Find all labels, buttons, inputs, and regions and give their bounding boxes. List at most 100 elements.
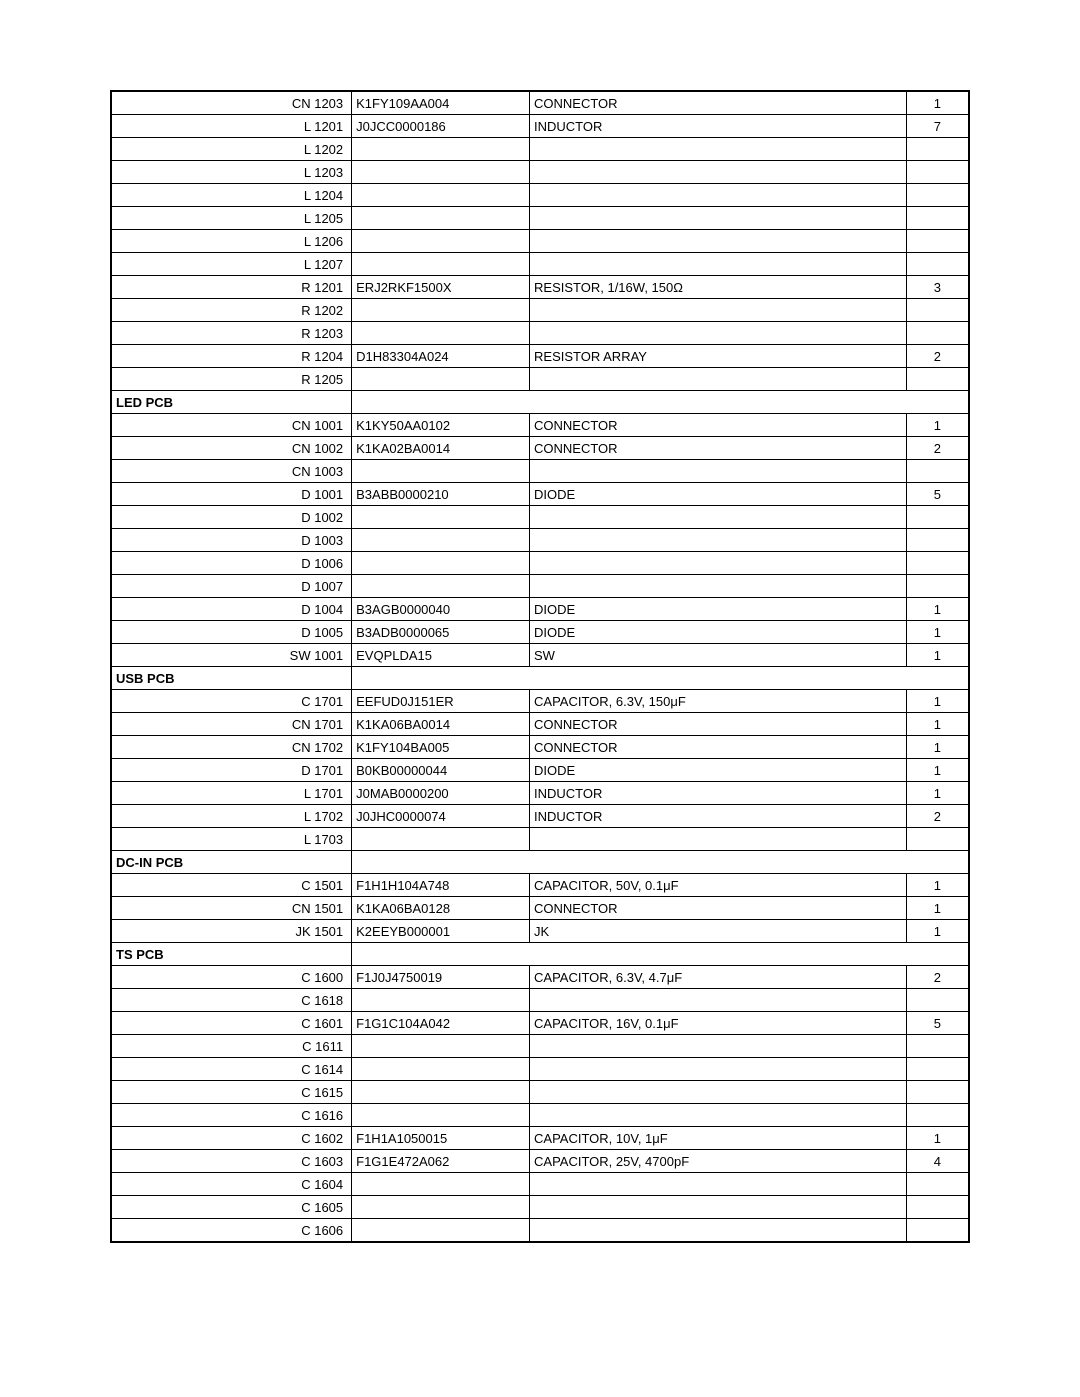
desc-cell (530, 184, 907, 207)
part-cell: ERJ2RKF1500X (352, 276, 530, 299)
qty-cell (906, 1058, 969, 1081)
section-spacer (352, 851, 969, 874)
ref-cell: D 1002 (111, 506, 352, 529)
desc-cell: DIODE (530, 621, 907, 644)
part-cell (352, 207, 530, 230)
desc-cell (530, 161, 907, 184)
part-cell (352, 552, 530, 575)
desc-cell (530, 1196, 907, 1219)
part-cell (352, 828, 530, 851)
table-row: D 1005B3ADB0000065DIODE1 (111, 621, 969, 644)
qty-cell: 7 (906, 115, 969, 138)
ref-cell: CN 1702 (111, 736, 352, 759)
section-spacer (352, 667, 969, 690)
qty-cell (906, 1219, 969, 1243)
desc-cell (530, 460, 907, 483)
table-row: L 1701J0MAB0000200INDUCTOR1 (111, 782, 969, 805)
table-row: R 1202 (111, 299, 969, 322)
desc-cell: RESISTOR, 1/16W, 150Ω (530, 276, 907, 299)
qty-cell (906, 138, 969, 161)
part-cell (352, 1196, 530, 1219)
desc-cell: SW (530, 644, 907, 667)
qty-cell: 2 (906, 345, 969, 368)
desc-cell (530, 552, 907, 575)
qty-cell: 3 (906, 276, 969, 299)
desc-cell (530, 828, 907, 851)
qty-cell (906, 207, 969, 230)
qty-cell (906, 529, 969, 552)
part-cell: D1H83304A024 (352, 345, 530, 368)
desc-cell: CONNECTOR (530, 736, 907, 759)
table-row: CN 1002K1KA02BA0014CONNECTOR2 (111, 437, 969, 460)
table-row: L 1207 (111, 253, 969, 276)
part-cell: K1KA06BA0128 (352, 897, 530, 920)
table-row: L 1204 (111, 184, 969, 207)
desc-cell (530, 253, 907, 276)
ref-cell: C 1618 (111, 989, 352, 1012)
ref-cell: C 1601 (111, 1012, 352, 1035)
ref-cell: C 1501 (111, 874, 352, 897)
ref-cell: CN 1701 (111, 713, 352, 736)
table-row: L 1702J0JHC0000074INDUCTOR2 (111, 805, 969, 828)
part-cell (352, 989, 530, 1012)
section-header: USB PCB (111, 667, 352, 690)
qty-cell: 1 (906, 736, 969, 759)
part-cell (352, 322, 530, 345)
desc-cell: DIODE (530, 483, 907, 506)
part-cell: K1KY50AA0102 (352, 414, 530, 437)
ref-cell: C 1604 (111, 1173, 352, 1196)
qty-cell: 1 (906, 91, 969, 115)
qty-cell: 1 (906, 598, 969, 621)
part-cell (352, 529, 530, 552)
desc-cell: DIODE (530, 598, 907, 621)
desc-cell (530, 1035, 907, 1058)
ref-cell: C 1605 (111, 1196, 352, 1219)
table-row: C 1501F1H1H104A748CAPACITOR, 50V, 0.1μF1 (111, 874, 969, 897)
part-cell: K1KA06BA0014 (352, 713, 530, 736)
part-cell (352, 1219, 530, 1243)
ref-cell: C 1615 (111, 1081, 352, 1104)
ref-cell: C 1611 (111, 1035, 352, 1058)
qty-cell (906, 828, 969, 851)
table-row: D 1004B3AGB0000040DIODE1 (111, 598, 969, 621)
table-row: R 1201ERJ2RKF1500XRESISTOR, 1/16W, 150Ω3 (111, 276, 969, 299)
desc-cell (530, 506, 907, 529)
qty-cell: 2 (906, 966, 969, 989)
part-cell: B3ABB0000210 (352, 483, 530, 506)
qty-cell: 1 (906, 874, 969, 897)
table-row: C 1603F1G1E472A062CAPACITOR, 25V, 4700pF… (111, 1150, 969, 1173)
part-cell: F1G1C104A042 (352, 1012, 530, 1035)
part-cell: K2EEYB000001 (352, 920, 530, 943)
qty-cell (906, 368, 969, 391)
table-row: C 1601F1G1C104A042CAPACITOR, 16V, 0.1μF5 (111, 1012, 969, 1035)
desc-cell: CONNECTOR (530, 713, 907, 736)
table-row: L 1203 (111, 161, 969, 184)
qty-cell (906, 506, 969, 529)
part-cell (352, 1173, 530, 1196)
table-row: CN 1003 (111, 460, 969, 483)
part-cell (352, 1035, 530, 1058)
part-cell (352, 230, 530, 253)
qty-cell: 4 (906, 1150, 969, 1173)
part-cell (352, 161, 530, 184)
ref-cell: L 1206 (111, 230, 352, 253)
ref-cell: L 1202 (111, 138, 352, 161)
desc-cell: CONNECTOR (530, 91, 907, 115)
desc-cell (530, 1104, 907, 1127)
qty-cell (906, 299, 969, 322)
part-cell: F1H1H104A748 (352, 874, 530, 897)
qty-cell (906, 989, 969, 1012)
desc-cell (530, 1081, 907, 1104)
ref-cell: C 1603 (111, 1150, 352, 1173)
ref-cell: C 1616 (111, 1104, 352, 1127)
desc-cell: CAPACITOR, 25V, 4700pF (530, 1150, 907, 1173)
desc-cell (530, 1173, 907, 1196)
table-row: DC-IN PCB (111, 851, 969, 874)
qty-cell (906, 253, 969, 276)
ref-cell: R 1201 (111, 276, 352, 299)
ref-cell: C 1600 (111, 966, 352, 989)
ref-cell: L 1703 (111, 828, 352, 851)
desc-cell: CAPACITOR, 6.3V, 4.7μF (530, 966, 907, 989)
qty-cell (906, 1173, 969, 1196)
ref-cell: L 1203 (111, 161, 352, 184)
